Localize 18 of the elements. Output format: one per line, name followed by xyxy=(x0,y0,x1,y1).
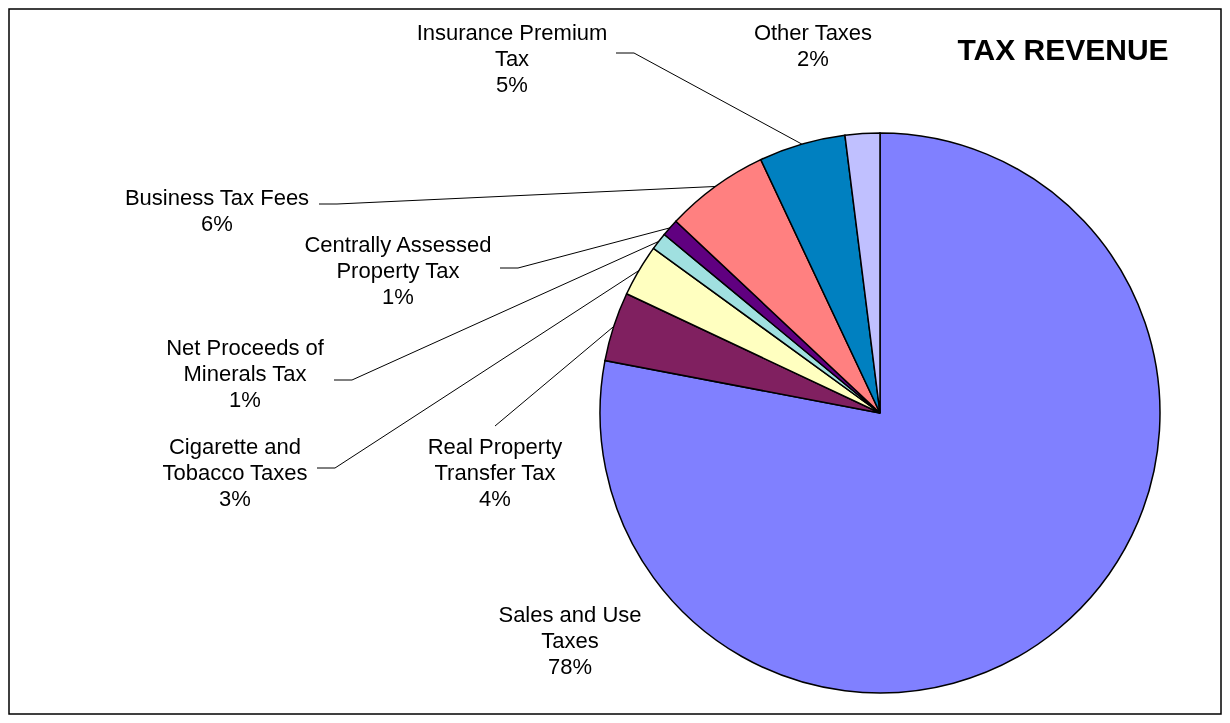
slice-label: Other Taxes xyxy=(753,20,873,45)
data-label: 4% xyxy=(479,486,511,511)
data-label: 78% xyxy=(547,654,593,679)
data-label: 6% xyxy=(201,211,233,236)
slice-label: Sales and Use Taxes xyxy=(498,602,642,653)
slice-label: Centrally Assessed Property Tax xyxy=(304,232,492,283)
slice-label: Cigarette and Tobacco Taxes xyxy=(162,434,308,485)
chart-title: TAX REVENUE xyxy=(957,33,1169,66)
data-label: 1% xyxy=(382,284,414,309)
slice-label: Net Proceeds of Minerals Tax xyxy=(166,335,325,386)
data-label: 3% xyxy=(219,486,251,511)
slice-label: Real Property Transfer Tax xyxy=(427,434,563,485)
slice-label: Insurance Premium Tax xyxy=(416,20,608,71)
data-label: 5% xyxy=(496,72,528,97)
data-label: 2% xyxy=(797,46,829,71)
pie-slice xyxy=(599,132,1161,694)
slice-label: Business Tax Fees xyxy=(124,185,310,210)
data-label: 1% xyxy=(229,387,261,412)
